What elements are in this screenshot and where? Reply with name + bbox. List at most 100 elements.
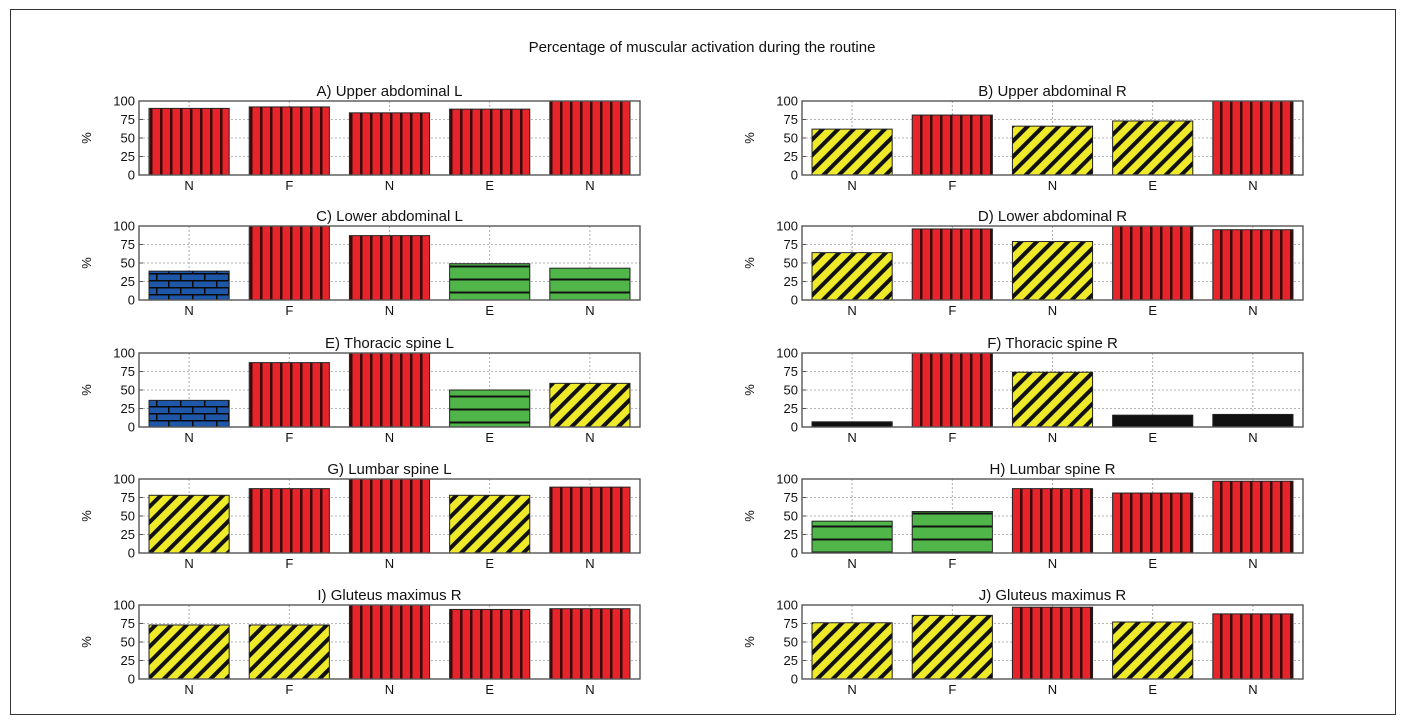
y-tick-label: 75 bbox=[121, 364, 135, 379]
bar-2 bbox=[348, 352, 431, 428]
y-tick-label: 100 bbox=[776, 472, 798, 487]
x-tick-label: N bbox=[847, 178, 856, 193]
y-tick-label: 50 bbox=[121, 383, 135, 398]
y-axis-label: % bbox=[742, 132, 757, 144]
bar-1 bbox=[911, 614, 993, 680]
x-tick-label: E bbox=[485, 682, 494, 697]
bar-1 bbox=[248, 362, 330, 428]
y-tick-label: 75 bbox=[121, 112, 135, 127]
y-tick-label: 100 bbox=[776, 94, 798, 109]
y-tick-label: 100 bbox=[113, 219, 135, 234]
panel-9: 0 25 50 75 100 N F N E N% J) Gluteus maximus R bbox=[742, 587, 1304, 697]
y-tick-label: 25 bbox=[784, 274, 798, 289]
panel-5: 0 25 50 75 100 N F N E N% F) Thoracic spine R bbox=[742, 335, 1304, 445]
x-tick-label: N bbox=[847, 556, 856, 571]
bar-3 bbox=[1112, 492, 1194, 554]
bar-2 bbox=[1011, 125, 1094, 176]
x-tick-label: F bbox=[285, 682, 293, 697]
y-axis-label: % bbox=[79, 257, 94, 269]
bar-2 bbox=[348, 604, 431, 680]
x-tick-label: N bbox=[184, 178, 193, 193]
bar-4 bbox=[549, 100, 631, 176]
panel-1: 0 25 50 75 100 N F N E N% B) Upper abdominal R bbox=[742, 83, 1304, 193]
x-tick-label: N bbox=[585, 303, 594, 318]
y-tick-label: 0 bbox=[128, 293, 135, 308]
bar-3 bbox=[1112, 621, 1194, 680]
y-tick-label: 100 bbox=[113, 94, 135, 109]
y-tick-label: 75 bbox=[784, 237, 798, 252]
y-axis-label: % bbox=[742, 510, 757, 522]
y-axis-label: % bbox=[79, 636, 94, 648]
x-tick-label: F bbox=[285, 178, 293, 193]
bar-0 bbox=[148, 399, 230, 428]
panel-title: F) Thoracic spine R bbox=[987, 335, 1118, 352]
panel-title: E) Thoracic spine L bbox=[325, 335, 454, 352]
panel-4: 0 25 50 75 100 N F N E N% E) Thoracic spine L bbox=[79, 335, 641, 445]
x-tick-label: N bbox=[585, 430, 594, 445]
x-tick-label: F bbox=[948, 303, 956, 318]
x-tick-label: E bbox=[1148, 430, 1157, 445]
x-tick-label: E bbox=[1148, 178, 1157, 193]
y-tick-label: 0 bbox=[791, 168, 798, 183]
y-tick-label: 0 bbox=[791, 420, 798, 435]
x-tick-label: N bbox=[184, 682, 193, 697]
bar-3 bbox=[1112, 225, 1194, 301]
y-tick-label: 50 bbox=[784, 131, 798, 146]
y-tick-label: 50 bbox=[121, 131, 135, 146]
y-tick-label: 25 bbox=[121, 527, 135, 542]
y-tick-label: 0 bbox=[128, 546, 135, 561]
bar-4 bbox=[549, 608, 631, 680]
x-tick-label: E bbox=[485, 430, 494, 445]
panel-7: 0 25 50 75 100 N F N E N% H) Lumbar spine R bbox=[742, 461, 1304, 571]
y-tick-label: 25 bbox=[784, 527, 798, 542]
panel-2: 0 25 50 75 100 N F N E N% C) Lower abdominal L bbox=[79, 208, 641, 318]
bar-4 bbox=[549, 486, 631, 554]
bar-3 bbox=[449, 389, 531, 428]
bar-2 bbox=[348, 478, 431, 554]
bar-2 bbox=[1011, 241, 1094, 301]
x-tick-label: N bbox=[847, 430, 856, 445]
bar-0 bbox=[811, 421, 893, 428]
y-tick-label: 75 bbox=[784, 616, 798, 631]
x-tick-label: E bbox=[1148, 682, 1157, 697]
bar-1 bbox=[911, 114, 993, 176]
y-tick-label: 0 bbox=[791, 546, 798, 561]
y-tick-label: 25 bbox=[784, 149, 798, 164]
y-axis-label: % bbox=[79, 510, 94, 522]
y-tick-label: 0 bbox=[791, 293, 798, 308]
x-tick-label: E bbox=[1148, 303, 1157, 318]
bar-4 bbox=[1212, 229, 1294, 301]
y-tick-label: 75 bbox=[121, 237, 135, 252]
bar-2 bbox=[348, 112, 431, 176]
y-axis-label: % bbox=[79, 384, 94, 396]
x-tick-label: N bbox=[184, 430, 193, 445]
y-tick-label: 50 bbox=[784, 635, 798, 650]
x-tick-label: N bbox=[585, 556, 594, 571]
x-tick-label: N bbox=[385, 682, 394, 697]
bar-4 bbox=[549, 267, 631, 301]
bar-3 bbox=[1112, 414, 1194, 428]
bar-0 bbox=[811, 520, 893, 554]
bar-3 bbox=[449, 608, 531, 680]
bar-0 bbox=[811, 252, 893, 301]
bar-3 bbox=[1112, 120, 1194, 176]
x-tick-label: N bbox=[1248, 178, 1257, 193]
bar-3 bbox=[449, 263, 531, 301]
x-tick-label: E bbox=[485, 556, 494, 571]
x-tick-label: N bbox=[847, 303, 856, 318]
y-axis-label: % bbox=[742, 384, 757, 396]
y-tick-label: 50 bbox=[784, 256, 798, 271]
x-tick-label: N bbox=[585, 682, 594, 697]
panel-8: 0 25 50 75 100 N F N E N% I) Gluteus maximus R bbox=[79, 587, 641, 697]
x-tick-label: N bbox=[1048, 430, 1057, 445]
y-tick-label: 75 bbox=[784, 112, 798, 127]
y-tick-label: 100 bbox=[776, 598, 798, 613]
figure-frame bbox=[10, 9, 1396, 715]
x-tick-label: F bbox=[948, 178, 956, 193]
y-tick-label: 100 bbox=[113, 598, 135, 613]
bar-1 bbox=[248, 225, 330, 301]
y-tick-label: 25 bbox=[784, 401, 798, 416]
x-tick-label: N bbox=[385, 430, 394, 445]
x-tick-label: F bbox=[285, 430, 293, 445]
x-tick-label: N bbox=[184, 556, 193, 571]
